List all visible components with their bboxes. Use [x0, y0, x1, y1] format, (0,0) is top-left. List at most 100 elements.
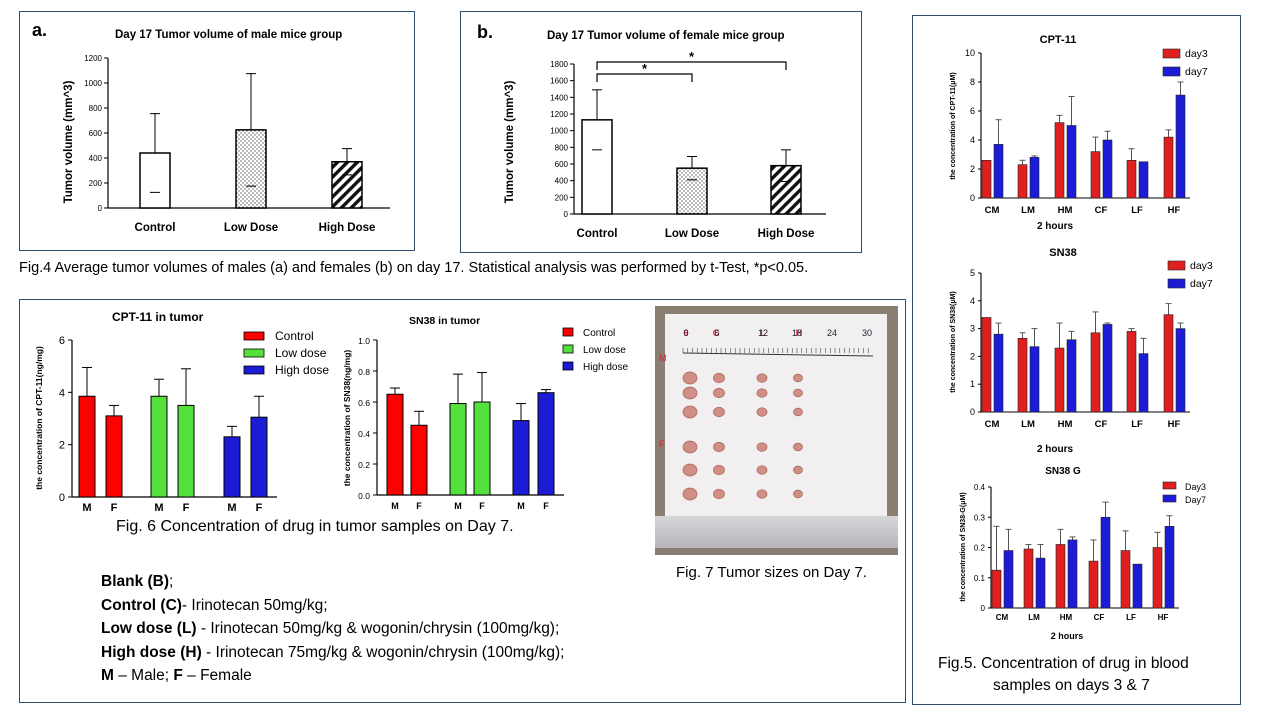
- y-tick-label: 600: [89, 129, 103, 138]
- bar-control-f: [410, 424, 428, 496]
- x-tick-label: CF: [1094, 613, 1105, 622]
- bar-day7-lm: [1029, 346, 1040, 413]
- y-tick-label: 0: [970, 193, 975, 203]
- bar-day3-lm: [1023, 548, 1034, 609]
- photo-ruler-number: 18: [792, 328, 802, 338]
- y-tick-label: 6: [970, 106, 975, 116]
- bar-day7-cf: [1102, 324, 1113, 413]
- tumor-sample: [793, 407, 803, 417]
- y-tick-label: 2: [970, 164, 975, 174]
- y-tick-label: 0.0: [358, 491, 370, 501]
- tumor-sample: [713, 387, 725, 399]
- y-tick-label: 6: [59, 335, 65, 347]
- tumor-sample: [682, 405, 698, 419]
- tumor-sample: [793, 465, 803, 475]
- fig5-caption-line2: samples on days 3 & 7: [993, 677, 1150, 694]
- chart-title: SN38 in tumor: [409, 315, 480, 327]
- photo-ruler-number: 24: [827, 328, 837, 338]
- tumor-sample: [682, 487, 698, 501]
- fig4a-panel: a. Day 17 Tumor volume of male mice group…: [19, 11, 415, 251]
- bar-day7-hm: [1066, 125, 1077, 199]
- x-tick-label: M: [82, 502, 91, 514]
- panel-label: b.: [477, 22, 493, 42]
- tumor-sample: [713, 464, 725, 476]
- bar-day7-lf: [1138, 161, 1149, 199]
- bar-day7-lm: [1035, 557, 1046, 609]
- y-tick-label: 4: [59, 387, 65, 399]
- treatment-notes: Blank (B); Control (C)- Irinotecan 50mg/…: [101, 570, 564, 688]
- y-tick-label: 5: [970, 268, 975, 278]
- bar-low-dose: [676, 167, 708, 215]
- fig7-caption: Fig. 7 Tumor sizes on Day 7.: [676, 564, 867, 581]
- photo-ruler-number: 6: [714, 328, 719, 338]
- tumor-sample: [793, 489, 803, 499]
- x-tick-label: M: [227, 502, 236, 514]
- bar-control: [581, 119, 613, 215]
- y-tick-label: 200: [555, 193, 569, 202]
- tumor-sample: [713, 406, 725, 418]
- tumor-photo: 6CLH0612182430MFTaiwan: [655, 306, 898, 555]
- y-tick-label: 0: [981, 604, 986, 613]
- legend-label: Control: [275, 329, 314, 343]
- tumor-sample: [756, 489, 768, 499]
- photo-group-label: H: [796, 328, 803, 338]
- fig6-caption: Fig. 6 Concentration of drug in tumor sa…: [116, 518, 514, 535]
- tumor-sample: [713, 372, 725, 384]
- note-low-dose: Low dose (L) - Irinotecan 50mg/kg & wogo…: [101, 620, 560, 637]
- y-tick-label: 400: [89, 154, 103, 163]
- tumor-sample: [682, 440, 698, 454]
- legend-label: Day3: [1185, 482, 1206, 492]
- y-tick-label: 0.8: [358, 367, 370, 377]
- y-tick-label: 200: [89, 179, 103, 188]
- significance-star: *: [642, 61, 648, 76]
- tumor-sample: [682, 463, 698, 477]
- x-tick-label: LF: [1131, 419, 1143, 430]
- y-tick-label: 600: [555, 160, 569, 169]
- chart-title: SN38 G: [1045, 466, 1081, 477]
- y-tick-label: 1800: [550, 60, 568, 69]
- legend-swatch: [1162, 481, 1177, 490]
- legend-swatch: [1162, 66, 1181, 77]
- y-tick-label: 0.2: [358, 460, 370, 470]
- bar-day3-lm: [1017, 338, 1028, 413]
- legend-label: Day7: [1185, 495, 1206, 505]
- photo-overlay: 6CLH0612182430MFTaiwan: [659, 328, 874, 542]
- bar-day3-lf: [1126, 160, 1137, 199]
- y-tick-label: 4: [970, 135, 975, 145]
- y-tick-label: 1000: [550, 127, 568, 136]
- y-axis-label: the concentration of SN38(μM): [950, 291, 957, 393]
- x-tick-label: High Dose: [319, 222, 376, 234]
- bar-day3-cf: [1090, 151, 1101, 199]
- y-tick-label: 8: [970, 77, 975, 87]
- fig4b-chart: b. Day 17 Tumor volume of female mice gro…: [477, 22, 826, 240]
- x-axis-label: 2 hours: [1037, 221, 1074, 232]
- y-tick-label: 0: [564, 210, 569, 219]
- bar-low-dose-f: [177, 404, 195, 498]
- y-tick-label: 1600: [550, 77, 568, 86]
- x-tick-label: CM: [985, 205, 1000, 216]
- bar-day3-hm: [1055, 544, 1066, 609]
- legend-label: Low dose: [583, 345, 626, 356]
- bar-low-dose-m: [449, 403, 467, 496]
- panel-label: a.: [32, 20, 47, 40]
- bar-day3-lm: [1017, 164, 1028, 199]
- bar-day7-lf: [1138, 353, 1149, 413]
- legend-label: High dose: [275, 363, 329, 377]
- legend-swatch: [243, 348, 265, 358]
- bar-low-dose-m: [150, 395, 168, 498]
- y-tick-label: 4: [970, 296, 975, 306]
- photo-ruler: [655, 516, 898, 548]
- x-tick-label: HM: [1058, 419, 1073, 430]
- tumor-sample: [756, 465, 768, 475]
- legend-swatch: [243, 331, 265, 341]
- legend-label: day3: [1190, 260, 1213, 272]
- y-tick-label: 0: [970, 407, 975, 417]
- note-sex: M – Male; F – Female: [101, 667, 252, 684]
- x-tick-label: LM: [1021, 419, 1035, 430]
- bar-high-dose-f: [537, 392, 555, 496]
- photo-ruler-number: 0: [683, 328, 688, 338]
- fig6-panel: CPT-11 in tumor 0 2 4 6 the concentration of …: [19, 299, 906, 703]
- x-tick-label: F: [479, 501, 485, 511]
- bar-day7-cm: [1003, 550, 1014, 609]
